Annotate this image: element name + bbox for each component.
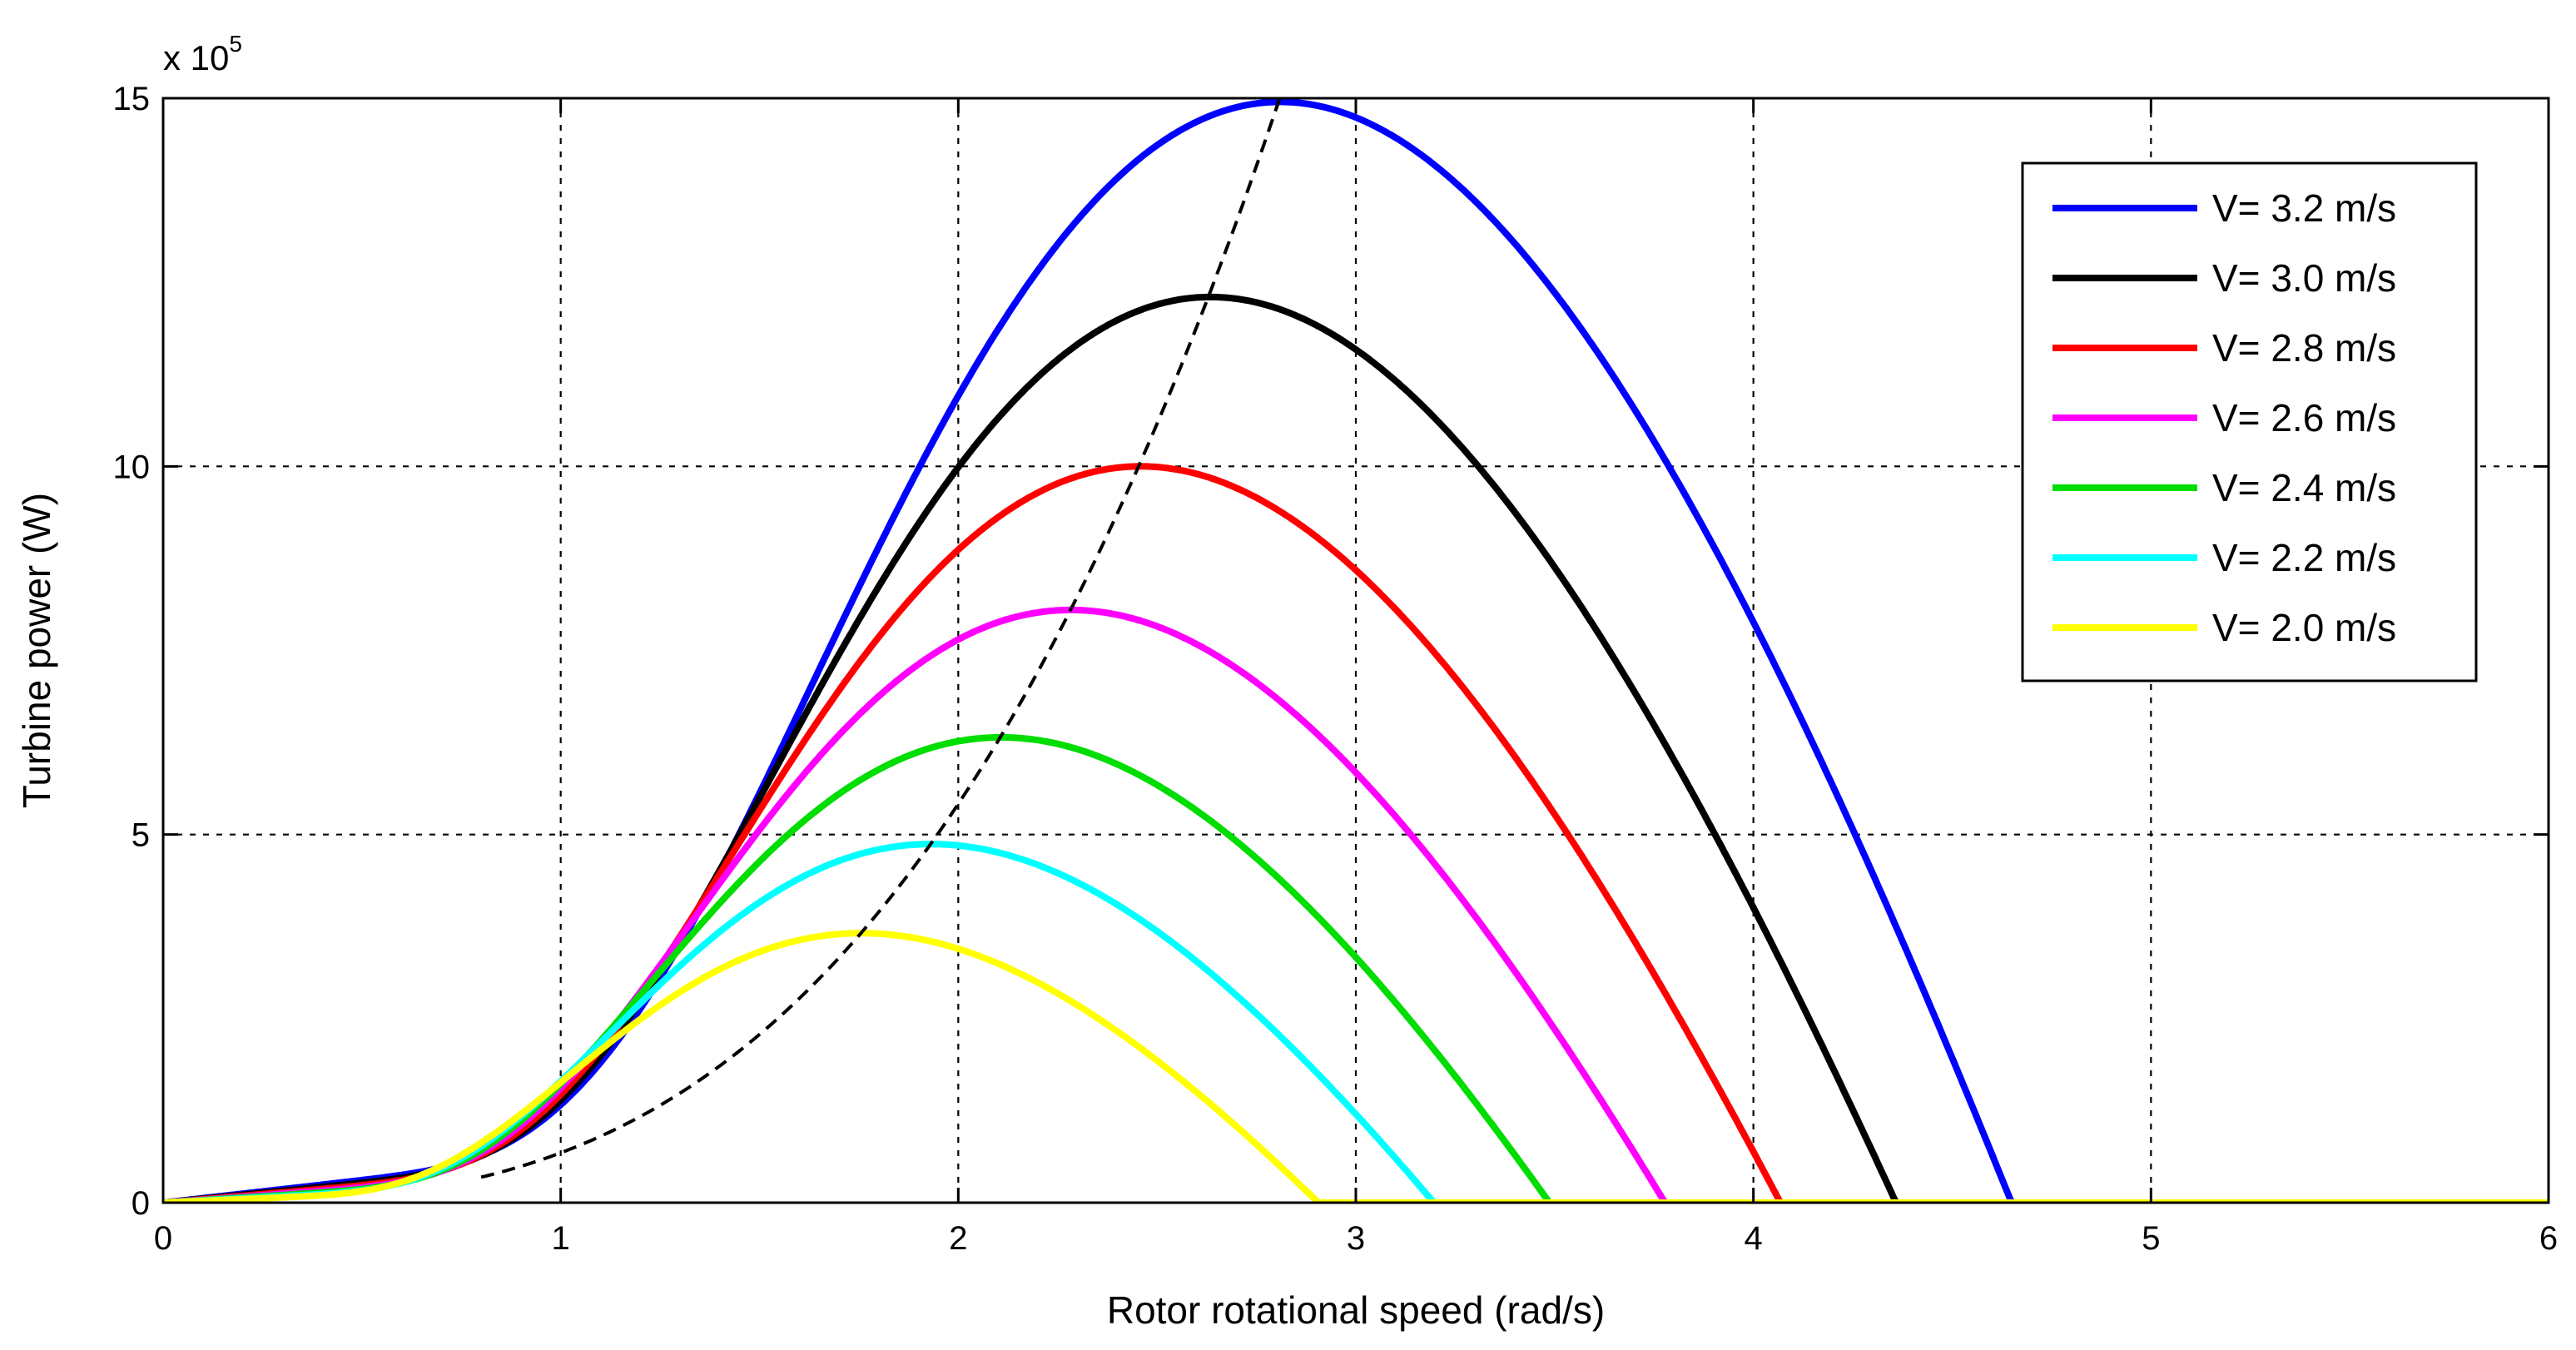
axis-ticks: 0 1 2 3 4 5 6 0 5 10 15 <box>113 81 2559 1257</box>
legend-label-4: V= 2.4 m/s <box>2212 466 2396 509</box>
y-tick-label-5: 5 <box>132 817 150 854</box>
y-tick-label-10: 10 <box>113 449 151 485</box>
series-line-2 <box>163 463 2549 1203</box>
x-tick-label-6: 6 <box>2539 1220 2558 1257</box>
legend-label-5: V= 2.2 m/s <box>2212 536 2396 579</box>
legend-box <box>2021 161 2478 682</box>
legend-label-2: V= 2.8 m/s <box>2212 326 2396 370</box>
y-exponent-power: 5 <box>229 31 242 57</box>
legend-label-0: V= 3.2 m/s <box>2212 186 2396 230</box>
legend: V= 3.2 m/s V= 3.0 m/s V= 2.8 m/s V= 2.6 m/s… <box>2021 161 2478 682</box>
y-tick-label-0: 0 <box>132 1185 150 1222</box>
x-tick-label-3: 3 <box>1347 1220 1365 1257</box>
series-curves <box>163 98 2549 1203</box>
x-axis-label: Rotor rotational speed (rad/s) <box>1107 1288 1605 1332</box>
legend-label-1: V= 3.0 m/s <box>2212 256 2396 300</box>
legend-label-3: V= 2.6 m/s <box>2212 396 2396 439</box>
x-tick-label-1: 1 <box>552 1220 570 1257</box>
mpp-dashed-curve <box>480 98 1282 1179</box>
x-tick-label-4: 4 <box>1745 1220 1763 1257</box>
legend-label-6: V= 2.0 m/s <box>2212 606 2396 649</box>
x-tick-label-5: 5 <box>2142 1220 2160 1257</box>
series-line-6 <box>163 930 2549 1203</box>
y-tick-label-15: 15 <box>113 81 151 117</box>
y-axis-label: Turbine power (W) <box>15 493 58 808</box>
x-tick-label-0: 0 <box>154 1220 172 1257</box>
y-axis-exponent: x 105 <box>163 31 242 77</box>
series-line-0 <box>163 98 2549 1203</box>
x-tick-label-2: 2 <box>949 1220 967 1257</box>
series-line-1 <box>163 293 2549 1203</box>
y-exponent-base: x 10 <box>163 38 229 77</box>
